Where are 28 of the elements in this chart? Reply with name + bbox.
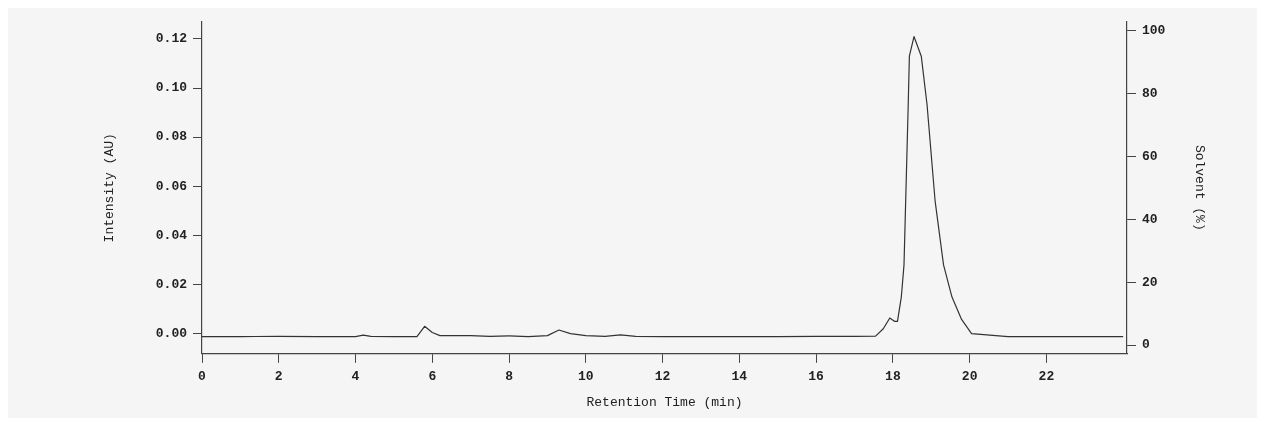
- x-tick-label: 20: [961, 368, 978, 384]
- x-tick-label: 2: [274, 368, 283, 384]
- x-axis-title: Retention Time (min): [586, 394, 743, 410]
- y-axis-title: Intensity (AU): [102, 133, 118, 243]
- y2-tick-label: 80: [1142, 85, 1158, 101]
- y2-tick-label: 20: [1142, 274, 1158, 290]
- x-tick-label: 4: [351, 368, 360, 384]
- x-tick-label: 0: [198, 368, 207, 384]
- y-tick-label: 0.10: [155, 80, 188, 96]
- x-tick-label: 18: [885, 368, 901, 384]
- x-tick-label: 16: [808, 368, 825, 384]
- x-tick-label: 10: [578, 368, 594, 384]
- y-tick-label: 0.04: [155, 227, 188, 243]
- x-tick-label: 6: [428, 368, 437, 384]
- y2-tick-label: 100: [1142, 22, 1166, 38]
- x-tick-label: 12: [654, 368, 671, 384]
- y2-tick-label: 0: [1142, 337, 1150, 353]
- y2-axis-title: Solvent (%): [1191, 144, 1207, 231]
- y-tick-label: 0.02: [155, 276, 188, 292]
- y-tick-label: 0.12: [155, 31, 188, 47]
- y2-tick-label: 40: [1142, 211, 1158, 227]
- y-tick-label: 0.06: [155, 178, 188, 194]
- x-tick-label: 8: [505, 368, 514, 384]
- y2-tick-label: 60: [1142, 148, 1158, 164]
- x-tick-label: 22: [1038, 368, 1055, 384]
- y-tick-label: 0.00: [155, 325, 188, 341]
- y-tick-label: 0.08: [155, 129, 188, 145]
- x-tick-label: 14: [731, 368, 748, 384]
